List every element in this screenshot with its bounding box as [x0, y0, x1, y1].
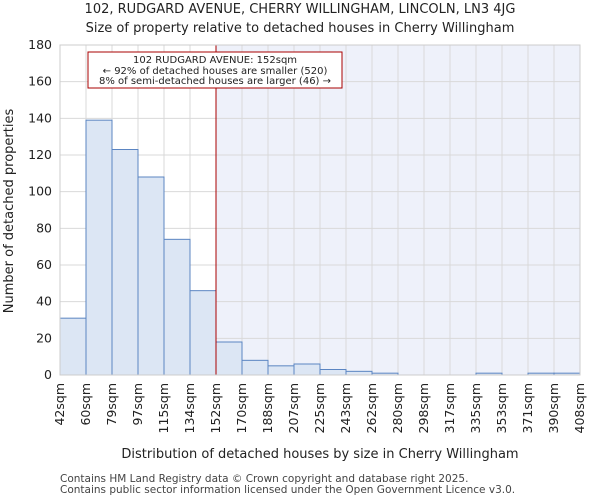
y-tick-label: 120 [28, 147, 52, 162]
bar [267, 365, 295, 376]
x-tick-label: 152sqm [208, 383, 223, 433]
x-tick-label: 371sqm [520, 383, 535, 433]
annotation-line-2: ← 92% of detached houses are smaller (52… [103, 66, 328, 77]
bar [241, 359, 269, 376]
footer-line-2: Contains public sector information licen… [60, 484, 516, 496]
chart-title: 102, RUDGARD AVENUE, CHERRY WILLINGHAM, … [85, 2, 516, 17]
bar [345, 370, 373, 376]
y-tick-label: 160 [28, 74, 52, 89]
bar [111, 149, 139, 376]
x-tick-label: 207sqm [286, 383, 301, 433]
bar [59, 317, 87, 376]
x-tick-label: 97sqm [130, 383, 145, 426]
y-tick-label: 80 [36, 220, 52, 235]
footer-line-1: Contains HM Land Registry data © Crown c… [60, 473, 469, 485]
x-tick-label: 134sqm [182, 383, 197, 433]
x-tick-label: 262sqm [364, 383, 379, 433]
annotation-line-1: 102 RUDGARD AVENUE: 152sqm [133, 55, 297, 66]
x-tick-label: 317sqm [442, 383, 457, 433]
x-tick-label: 335sqm [468, 383, 483, 433]
y-tick-label: 40 [36, 294, 52, 309]
x-tick-label: 298sqm [416, 383, 431, 433]
annotation-box: 102 RUDGARD AVENUE: 152sqm ← 92% of deta… [87, 51, 343, 89]
x-tick-label: 353sqm [494, 383, 509, 433]
bar [85, 119, 113, 376]
x-tick-label: 188sqm [260, 383, 275, 433]
x-tick-label: 243sqm [338, 383, 353, 433]
bar [319, 369, 347, 376]
x-axis-ticks: 42sqm 60sqm 79sqm 97sqm 115sqm 134sqm 152sqm 17… [52, 383, 587, 433]
x-tick-label: 79sqm [104, 383, 119, 426]
x-tick-label: 42sqm [52, 383, 67, 426]
y-tick-label: 180 [28, 37, 52, 52]
x-tick-label: 170sqm [234, 383, 249, 433]
x-tick-label: 115sqm [156, 383, 171, 433]
x-tick-label: 280sqm [390, 383, 405, 433]
x-tick-label: 60sqm [78, 383, 93, 426]
y-tick-label: 60 [36, 257, 52, 272]
annotation-line-3: 8% of semi-detached houses are larger (4… [99, 76, 331, 87]
y-tick-label: 0 [44, 367, 52, 382]
y-axis-ticks: 0 20 40 60 80 100 120 140 160 180 [28, 37, 52, 382]
x-tick-label: 390sqm [546, 383, 561, 433]
bar [137, 176, 165, 376]
y-tick-label: 140 [28, 110, 52, 125]
bars [59, 119, 581, 376]
bar [163, 238, 191, 376]
chart-subtitle: Size of property relative to detached ho… [86, 21, 515, 36]
x-axis-label: Distribution of detached houses by size … [121, 447, 518, 462]
x-tick-label: 408sqm [572, 383, 587, 433]
plot-frame [59, 44, 581, 376]
bar [215, 341, 243, 376]
x-tick-label: 225sqm [312, 383, 327, 433]
bar [293, 363, 321, 376]
bar [189, 290, 217, 376]
y-tick-label: 100 [28, 184, 52, 199]
y-axis-label: Number of detached properties [2, 109, 17, 314]
annotation-frame [87, 51, 343, 89]
y-tick-label: 20 [36, 330, 52, 345]
